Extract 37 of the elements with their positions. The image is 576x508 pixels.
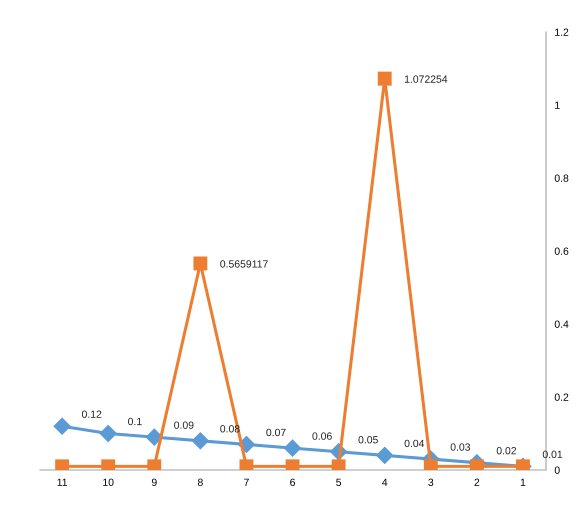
data-label: 0.01 [542,450,562,458]
data-label: 0.02 [496,447,516,454]
data-label: 0.12 [82,410,102,418]
data-label: 1.072254 [404,75,448,83]
y-tick-label: 0.8 [554,174,568,182]
data-label: 0.07 [266,428,286,436]
point [100,424,117,442]
data-label: 0.03 [450,443,470,451]
x-tick-label: 2 [474,478,480,486]
y-tick-label: 0.4 [554,320,569,328]
data-label: 0.5659117 [220,260,268,268]
point [192,432,209,450]
data-label: 0.06 [312,432,332,440]
data-label: 0.1 [128,418,142,426]
y-tick-label: 0 [554,466,560,474]
x-tick-label: 5 [336,478,342,486]
data-label: 0.04 [404,440,424,448]
x-tick-label: 9 [152,478,157,486]
x-tick-label: 11 [58,478,68,486]
y-tick-label: 0.6 [554,248,568,255]
data-label: 0.09 [174,421,194,429]
x-tick-label: 1 [520,478,526,486]
y-tick-label: 1.2 [555,28,568,36]
data-label: 0.05 [358,436,378,444]
x-tick-label: 4 [382,478,388,486]
x-tick-label: 3 [428,478,434,486]
point [54,418,71,435]
x-tick-label: 7 [244,478,249,486]
point [378,72,392,86]
x-tick-label: 6 [290,478,295,486]
y-tick-label: 1 [555,102,560,109]
x-tick-label: 8 [198,478,203,486]
point [284,440,302,457]
y-tick-label: 0.2 [554,394,568,401]
x-tick-label: 10 [103,478,114,486]
point [376,446,394,464]
point [193,256,208,270]
